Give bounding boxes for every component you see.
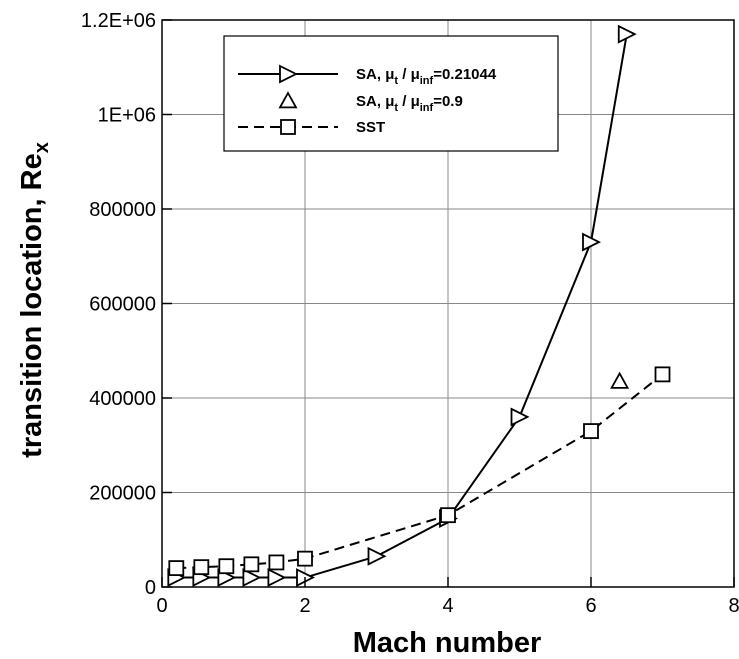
x-tick-label: 2: [299, 595, 310, 617]
series-2-point: [297, 550, 313, 567]
series-markers: [167, 24, 671, 588]
series-2-line: [176, 373, 664, 570]
legend-label-1: SA, μt / μinf=0.9: [356, 93, 463, 114]
x-tick-label: 6: [585, 595, 596, 617]
axis-ticks: [161, 19, 735, 588]
legend-entries: SA, μt / μinf=0.21044 SA, μt / μinf=0.9 SS…: [238, 64, 497, 136]
series-2-point: [654, 366, 671, 383]
x-tick-labels: 0 2 4 6 8: [156, 595, 739, 617]
x-axis-title: Mach number: [353, 627, 542, 659]
x-tick-label: 8: [728, 595, 739, 617]
series-0-point: [510, 407, 530, 427]
y-tick-label: 600000: [89, 294, 156, 316]
legend-label-0: SA, μt / μinf=0.21044: [356, 66, 497, 87]
legend-marker-0: [279, 64, 299, 84]
y-tick-label: 200000: [89, 483, 156, 505]
series-2-point: [193, 559, 210, 576]
series-2-point: [218, 558, 235, 575]
series-2-point: [243, 556, 260, 573]
series-2-point: [440, 507, 456, 524]
series-0-point: [582, 232, 602, 252]
series-2-point: [583, 423, 599, 439]
y-axis-title: transition location, Rex: [16, 142, 53, 458]
legend-box: [223, 35, 559, 152]
y-axis-title-subscript: x: [31, 142, 53, 153]
series-0-point: [242, 568, 262, 588]
x-tick-label: 0: [156, 595, 167, 617]
legend-marker-2: [280, 119, 296, 135]
series-0-point: [367, 546, 387, 566]
y-tick-labels: 0 200000 400000 600000 800000 1E+06 1.2E+06: [81, 10, 156, 599]
legend-label-2: SST: [356, 119, 385, 136]
series-2-point: [168, 560, 185, 576]
series-0-point: [617, 24, 637, 44]
y-axis-title-main: transition location, Re: [16, 153, 48, 458]
y-tick-label: 400000: [89, 388, 156, 410]
y-tick-label: 1.2E+06: [81, 10, 156, 32]
y-tick-label: 0: [145, 577, 156, 599]
series-1-point: [610, 371, 630, 389]
legend: SA, μt / μinf=0.21044 SA, μt / μinf=0.9 SS…: [223, 35, 559, 152]
series-2-point: [268, 554, 285, 571]
series-0-point: [267, 568, 287, 588]
x-tick-label: 4: [442, 595, 453, 617]
y-tick-label: 800000: [89, 199, 156, 221]
legend-marker-1: [278, 91, 298, 109]
y-tick-label: 1E+06: [98, 105, 156, 127]
